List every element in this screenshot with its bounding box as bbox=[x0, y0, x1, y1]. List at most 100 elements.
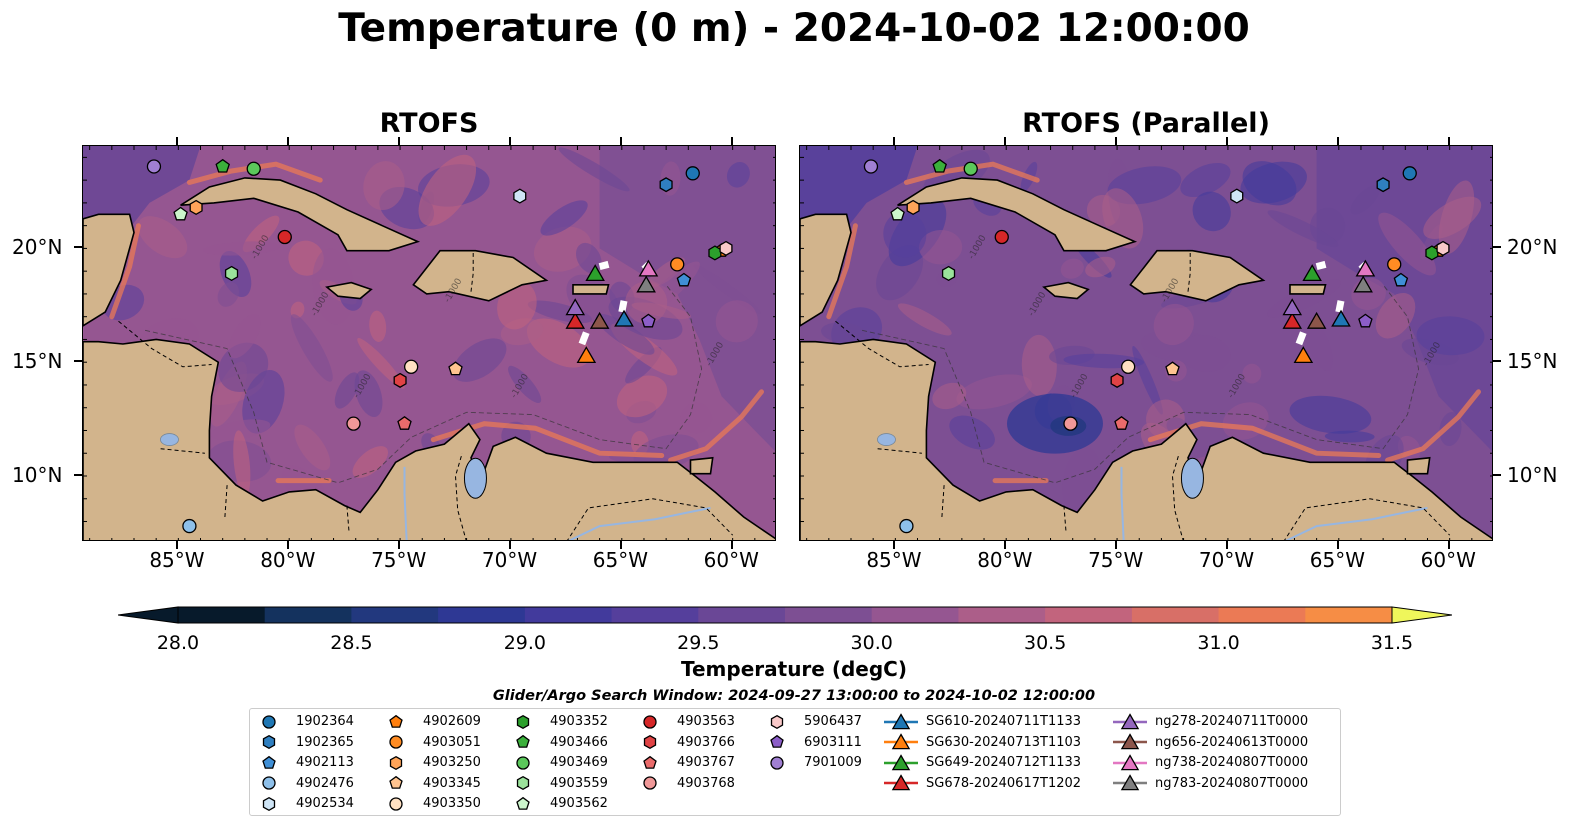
warm-coastal-band bbox=[1385, 389, 1481, 463]
colorbar bbox=[118, 606, 1452, 624]
colorbar-segment bbox=[871, 607, 959, 623]
y-tick-label: 20°N bbox=[1507, 235, 1558, 260]
argo-float-4902476 bbox=[182, 518, 197, 534]
colorbar-tick-label: 28.0 bbox=[156, 632, 200, 654]
lake-maracaibo bbox=[463, 457, 487, 499]
colorbar-segment bbox=[351, 607, 439, 623]
glider-ng738-20240807T0000 bbox=[638, 259, 659, 277]
colorbar-tick-label: 28.5 bbox=[330, 632, 373, 654]
legend-symbol bbox=[1120, 733, 1140, 750]
legend-marker bbox=[643, 776, 657, 790]
glider-SG610-20240711T1133 bbox=[614, 309, 634, 327]
legend-symbol bbox=[643, 735, 657, 750]
legend-marker bbox=[884, 774, 918, 791]
x-major-tick bbox=[1115, 541, 1118, 549]
land-jamaica bbox=[325, 281, 373, 300]
glider-ng783-20240807T0000 bbox=[1353, 275, 1373, 293]
x-major-tick bbox=[1336, 541, 1339, 549]
land-centralam bbox=[800, 338, 1492, 540]
legend-symbol bbox=[1120, 753, 1140, 770]
x-tick-label: 85°W bbox=[866, 548, 922, 572]
x-major-tick bbox=[1225, 541, 1228, 549]
colorbar-segment bbox=[611, 607, 699, 623]
argo-float-4902534 bbox=[513, 188, 527, 204]
river bbox=[568, 506, 711, 540]
land-cuba bbox=[897, 177, 1138, 252]
argo-float-6903111 bbox=[1358, 313, 1373, 328]
argo-float-4903768 bbox=[1063, 416, 1078, 431]
argo-float-4903563 bbox=[994, 229, 1009, 245]
legend-label: 4903559 bbox=[550, 775, 608, 791]
warm-coastal-band bbox=[826, 223, 858, 320]
map-panel-rtofs[interactable]: -1000 -1000 -1000 -1000 -1000 -1000 bbox=[82, 145, 776, 541]
x-major-tick bbox=[1225, 137, 1228, 145]
map-canvas: -1000-1000-1000-1000-1000-1000 bbox=[83, 146, 775, 540]
political-border bbox=[224, 485, 228, 518]
argo-float-4903766 bbox=[1110, 372, 1124, 388]
argo-float-1902365 bbox=[1376, 177, 1390, 193]
legend-symbol bbox=[389, 776, 403, 790]
argo-float-4902476 bbox=[899, 518, 914, 534]
political-border bbox=[1171, 453, 1184, 540]
political-border bbox=[454, 453, 467, 540]
legend-label: 4902609 bbox=[423, 714, 481, 729]
colorbar-segment bbox=[1045, 607, 1133, 623]
land-hispaniola bbox=[412, 249, 549, 302]
legend-marker bbox=[1113, 712, 1147, 729]
argo-float-4903350 bbox=[404, 359, 419, 374]
legend-symbol bbox=[891, 774, 911, 791]
x-major-tick bbox=[730, 541, 733, 549]
legend-item: ng278-20240711T0000 bbox=[1113, 711, 1308, 732]
political-border bbox=[1063, 505, 1067, 533]
legend-marker bbox=[884, 753, 918, 770]
legend-item: ng656-20240613T0000 bbox=[1113, 732, 1308, 753]
legend-symbol bbox=[262, 776, 276, 790]
legend: 1902364 1902365 4902113 4902476 4902534 49026… bbox=[249, 708, 1341, 816]
lake-maracaibo bbox=[1180, 457, 1204, 499]
argo-float-4903768 bbox=[346, 416, 361, 431]
legend-item: SG610-20240711T1133 bbox=[884, 711, 1081, 732]
x-tick-label: 60°W bbox=[1420, 548, 1476, 572]
argo-float-4903350 bbox=[1121, 359, 1136, 374]
argo-float-4903469 bbox=[246, 161, 261, 176]
colorbar-segment bbox=[178, 607, 266, 623]
legend-item: ng738-20240807T0000 bbox=[1113, 752, 1308, 773]
argo-float-4902113 bbox=[676, 272, 692, 287]
colorbar-extend-high bbox=[1391, 606, 1452, 624]
legend-item: 4903352 bbox=[512, 711, 608, 732]
legend-symbol bbox=[891, 733, 911, 750]
legend-marker bbox=[516, 734, 530, 748]
legend-symbol bbox=[891, 753, 911, 770]
glider-SG678-20240617T1202 bbox=[565, 311, 586, 329]
legend-label: 4903250 bbox=[423, 755, 481, 771]
x-tick-label: 75°W bbox=[1088, 548, 1144, 572]
land-trinidad bbox=[689, 456, 714, 475]
glider-track bbox=[618, 300, 628, 313]
lake-nicaragua bbox=[877, 433, 896, 446]
argo-float-1902364 bbox=[1402, 166, 1417, 181]
y-tick-label: 15°N bbox=[1507, 349, 1558, 374]
colorbar-segment bbox=[1305, 607, 1393, 623]
lake-nicaragua bbox=[160, 433, 179, 446]
y-major-tick bbox=[1493, 246, 1501, 249]
legend-label: 4903051 bbox=[423, 734, 481, 750]
legend-symbol bbox=[770, 756, 784, 770]
glider-SG630-20240713T1103 bbox=[1293, 346, 1314, 364]
x-major-tick bbox=[1447, 137, 1450, 145]
colorbar-segment bbox=[264, 607, 352, 623]
x-tick-label: 80°W bbox=[260, 548, 316, 572]
legend-symbol bbox=[643, 755, 657, 769]
argo-float-4903563 bbox=[277, 229, 292, 245]
y-major-tick bbox=[74, 474, 82, 476]
legend-marker bbox=[884, 733, 918, 750]
argo-float-4903767 bbox=[397, 415, 412, 430]
legend-label: SG630-20240713T1103 bbox=[926, 734, 1082, 750]
y-tick-label: 15°N bbox=[12, 349, 63, 374]
legend-marker bbox=[643, 755, 657, 769]
glider-ng278-20240711T0000 bbox=[565, 298, 586, 316]
map-panel-rtofs-parallel[interactable]: -1000 -1000 -1000 -1000 -1000 -1000 bbox=[799, 145, 1493, 541]
legend-symbol bbox=[516, 796, 530, 810]
legend-item: 4903559 bbox=[512, 773, 608, 794]
legend-symbol bbox=[262, 796, 276, 811]
argo-float-4903469 bbox=[963, 161, 978, 176]
